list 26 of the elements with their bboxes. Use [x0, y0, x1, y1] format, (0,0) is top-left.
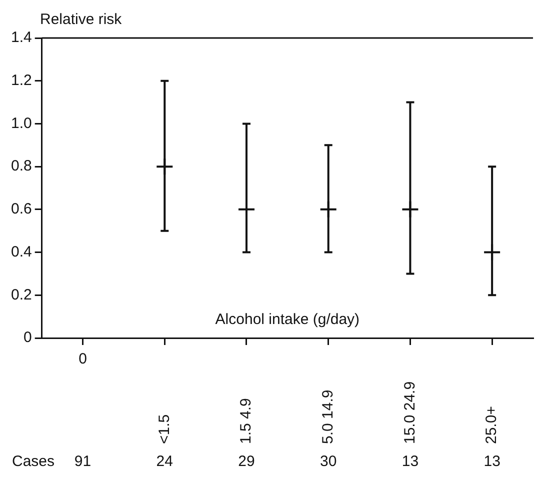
- y-tick-label: 0.6: [10, 200, 32, 218]
- point: [156, 158, 174, 176]
- point: [319, 200, 338, 218]
- y-tick-label: 1.4: [10, 29, 32, 46]
- point: [483, 243, 502, 262]
- text: 30: [320, 453, 337, 470]
- text: 24: [156, 453, 173, 470]
- y-tick-label: 0.4: [10, 243, 32, 260]
- text: Cases: [12, 453, 55, 470]
- text: 29: [238, 453, 255, 470]
- text: 13: [402, 453, 419, 470]
- point: [401, 200, 420, 218]
- y-tick-label: 1.0: [10, 114, 32, 132]
- x-tick-label: <1.5: [156, 414, 173, 444]
- x-axis-title: Alcohol intake (g/day): [215, 311, 360, 328]
- text: 91: [74, 453, 92, 470]
- x-tick-label: 25.0+: [483, 406, 500, 444]
- y-tick-label: 0.2: [10, 286, 32, 304]
- x-tick-label: 15.0 24.9: [401, 381, 418, 444]
- y-tick-label: 0.8: [10, 158, 32, 175]
- x-tick-label: 1.5 4.9: [238, 398, 255, 444]
- text: 13: [484, 453, 500, 470]
- y-axis-title: Relative risk: [40, 11, 122, 28]
- y-tick-label: 1.2: [10, 72, 32, 89]
- y-tick-label: 0: [24, 329, 32, 346]
- x-tick-label: 5.0 14.9: [319, 390, 336, 444]
